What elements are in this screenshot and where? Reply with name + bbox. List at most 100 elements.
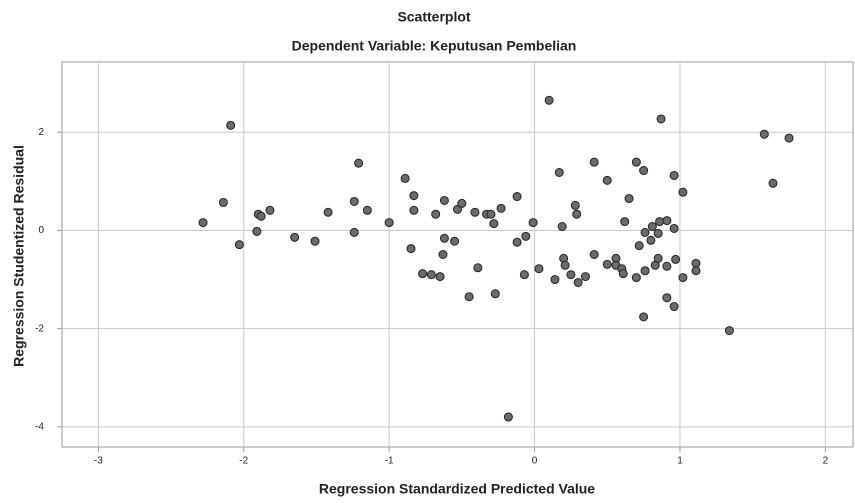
point bbox=[760, 130, 768, 138]
y-axis-title: Regression Studentized Residual bbox=[11, 145, 27, 367]
point bbox=[522, 232, 530, 240]
point bbox=[410, 206, 418, 214]
plot-frame bbox=[62, 62, 853, 447]
x-tick-label: 2 bbox=[823, 456, 829, 467]
point bbox=[574, 278, 582, 286]
point bbox=[535, 265, 543, 273]
point bbox=[656, 218, 664, 226]
point bbox=[663, 262, 671, 270]
point bbox=[440, 196, 448, 204]
point bbox=[350, 197, 358, 205]
point bbox=[350, 228, 358, 236]
point bbox=[427, 271, 435, 279]
chart: Scatterplot Dependent Variable: Keputusa… bbox=[0, 0, 855, 503]
point bbox=[692, 267, 700, 275]
y-tick-label: 0 bbox=[38, 225, 44, 236]
point bbox=[199, 219, 207, 227]
x-tick-label: 0 bbox=[532, 456, 538, 467]
point bbox=[490, 220, 498, 228]
point bbox=[432, 210, 440, 218]
point bbox=[581, 273, 589, 281]
point bbox=[504, 413, 512, 421]
point bbox=[219, 198, 227, 206]
point bbox=[590, 251, 598, 259]
point bbox=[672, 255, 680, 263]
point bbox=[635, 242, 643, 250]
point bbox=[657, 115, 665, 123]
point bbox=[491, 290, 499, 298]
point bbox=[545, 96, 553, 104]
point bbox=[419, 270, 427, 278]
point bbox=[439, 251, 447, 259]
point bbox=[436, 273, 444, 281]
point bbox=[679, 274, 687, 282]
y-tick-label: -4 bbox=[35, 422, 44, 433]
chart-subtitle: Dependent Variable: Keputusan Pembelian bbox=[292, 38, 577, 54]
point bbox=[558, 223, 566, 231]
point bbox=[641, 228, 649, 236]
point bbox=[640, 313, 648, 321]
point bbox=[619, 270, 627, 278]
point bbox=[451, 237, 459, 245]
point bbox=[551, 276, 559, 284]
point bbox=[640, 167, 648, 175]
point bbox=[561, 261, 569, 269]
point bbox=[311, 237, 319, 245]
point bbox=[621, 218, 629, 226]
point bbox=[670, 171, 678, 179]
point bbox=[324, 208, 332, 216]
point bbox=[654, 254, 662, 262]
point bbox=[769, 179, 777, 187]
point bbox=[785, 134, 793, 142]
point bbox=[632, 274, 640, 282]
point bbox=[474, 264, 482, 272]
point bbox=[465, 293, 473, 301]
point bbox=[555, 168, 563, 176]
point bbox=[235, 241, 243, 249]
point bbox=[471, 208, 479, 216]
point bbox=[648, 223, 656, 231]
x-tick-label: 1 bbox=[677, 456, 683, 467]
x-axis-title: Regression Standardized Predicted Value bbox=[319, 481, 595, 497]
point bbox=[679, 188, 687, 196]
point bbox=[571, 201, 579, 209]
chart-title: Scatterplot bbox=[397, 9, 470, 25]
point bbox=[647, 236, 655, 244]
point bbox=[567, 271, 575, 279]
point bbox=[663, 217, 671, 225]
point bbox=[363, 206, 371, 214]
point bbox=[458, 199, 466, 207]
point bbox=[692, 259, 700, 267]
x-tick-label: -3 bbox=[94, 456, 103, 467]
point bbox=[401, 174, 409, 182]
point bbox=[291, 233, 299, 241]
point bbox=[513, 193, 521, 201]
x-tick-label: -1 bbox=[385, 456, 394, 467]
point bbox=[625, 195, 633, 203]
point bbox=[725, 327, 733, 335]
point bbox=[407, 245, 415, 253]
point bbox=[632, 158, 640, 166]
point bbox=[573, 210, 581, 218]
point bbox=[641, 267, 649, 275]
point bbox=[603, 260, 611, 268]
point bbox=[266, 206, 274, 214]
y-tick-label: -2 bbox=[35, 323, 44, 334]
point bbox=[590, 158, 598, 166]
x-tick-label: -2 bbox=[239, 456, 248, 467]
point bbox=[497, 204, 505, 212]
point bbox=[670, 303, 678, 311]
point bbox=[663, 294, 671, 302]
y-tick-label: 2 bbox=[38, 127, 44, 138]
point bbox=[253, 227, 261, 235]
point bbox=[603, 176, 611, 184]
point bbox=[520, 271, 528, 279]
point bbox=[654, 229, 662, 237]
point bbox=[385, 219, 393, 227]
point bbox=[513, 238, 521, 246]
point bbox=[670, 224, 678, 232]
point bbox=[410, 192, 418, 200]
point bbox=[227, 121, 235, 129]
point bbox=[355, 159, 363, 167]
point bbox=[440, 234, 448, 242]
